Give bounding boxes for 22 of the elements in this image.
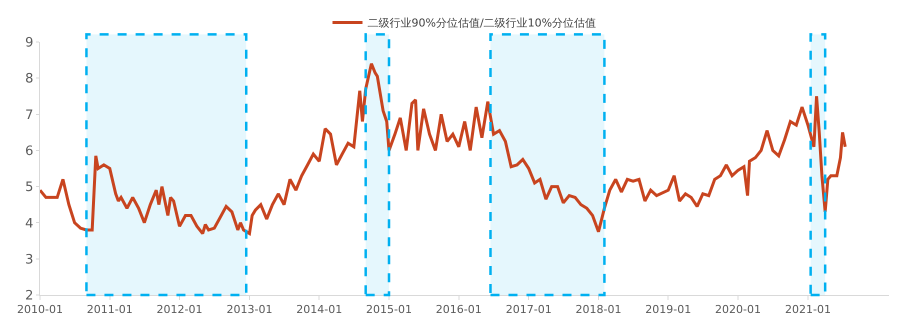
x-tick-label: 2021-01 — [784, 303, 831, 316]
x-tick-label: 2017-01 — [506, 303, 552, 316]
x-tick-label: 2014-01 — [296, 303, 342, 316]
y-tick-label: 8 — [25, 72, 34, 87]
x-tick-label: 2010-01 — [17, 303, 63, 316]
y-tick-label: 6 — [25, 144, 34, 159]
x-tick-label: 2011-01 — [86, 303, 133, 316]
y-tick-label: 5 — [25, 180, 34, 196]
x-tick-label: 2013-01 — [226, 303, 272, 316]
x-tick-label: 2016-01 — [436, 303, 482, 316]
x-tick-label: 2020-01 — [715, 303, 761, 316]
y-tick-label: 4 — [25, 216, 34, 232]
y-tick-label: 9 — [25, 36, 34, 51]
x-tick-label: 2015-01 — [366, 303, 412, 316]
x-tick-label: 2018-01 — [575, 303, 622, 316]
y-tick-label: 7 — [25, 108, 34, 123]
y-tick-label: 3 — [25, 252, 34, 268]
y-tick-label: 2 — [25, 288, 34, 304]
legend-label: 二级行业90%分位估值/二级行业10%分位估值 — [368, 16, 596, 30]
line-series — [40, 62, 847, 236]
x-tick-label: 2012-01 — [156, 303, 203, 316]
x-tick-label: 2019-01 — [645, 303, 692, 316]
